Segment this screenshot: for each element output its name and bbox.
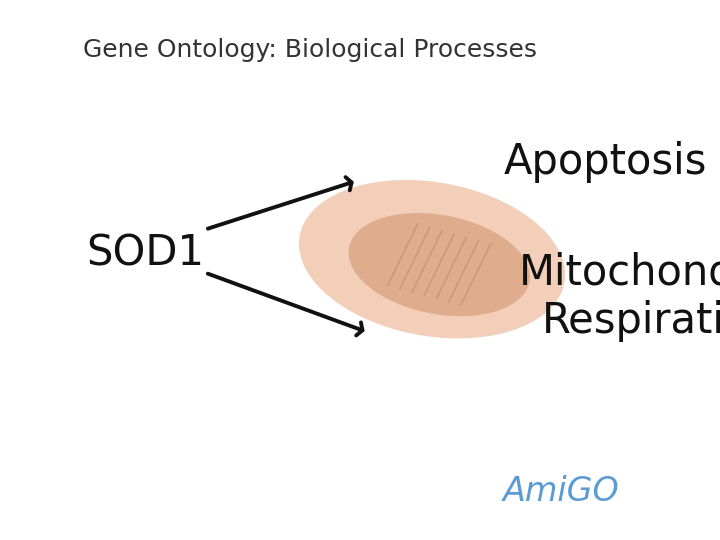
Text: AmiGO: AmiGO xyxy=(503,475,620,508)
Text: Mitochondrial
Respiration: Mitochondrial Respiration xyxy=(518,252,720,342)
Ellipse shape xyxy=(299,180,565,339)
Text: Gene Ontology: Biological Processes: Gene Ontology: Biological Processes xyxy=(83,38,536,62)
Text: Apoptosis: Apoptosis xyxy=(504,141,707,183)
Ellipse shape xyxy=(348,213,530,316)
Text: SOD1: SOD1 xyxy=(86,233,204,275)
